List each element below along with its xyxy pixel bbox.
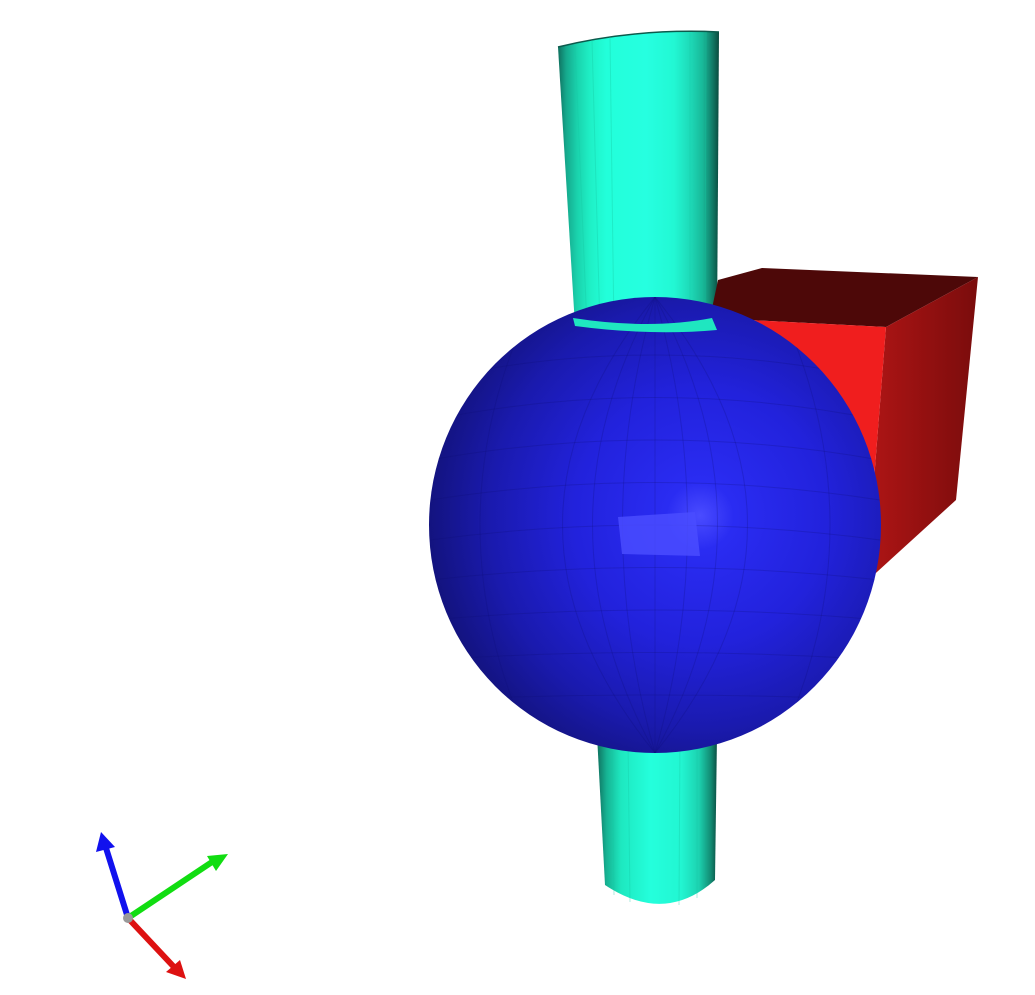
origin-icon xyxy=(123,913,133,923)
cylinder-object[interactable] xyxy=(557,30,720,333)
axes-triad xyxy=(96,832,228,979)
z-axis-icon xyxy=(96,832,131,921)
x-axis-icon xyxy=(125,915,186,979)
cylinder-object-lower[interactable] xyxy=(597,735,717,906)
y-axis-icon xyxy=(125,854,228,921)
sphere-object[interactable] xyxy=(429,297,881,753)
cylinder-neck xyxy=(573,318,717,333)
